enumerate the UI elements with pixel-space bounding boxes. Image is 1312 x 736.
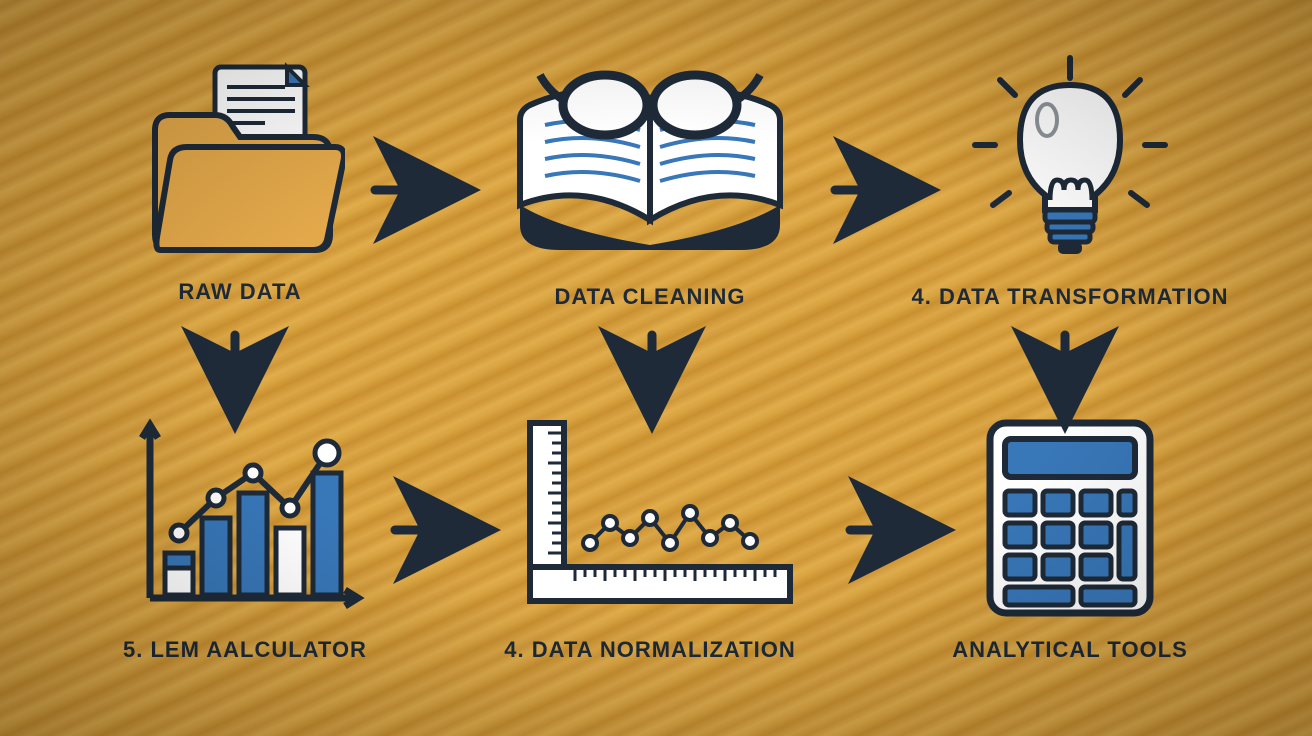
bar-chart-icon	[120, 413, 370, 623]
book-glasses-icon	[490, 50, 810, 270]
node-data-transformation: 4. DATA TRANSFORMATION	[910, 50, 1230, 310]
label-lem-calculator: 5. LEM AALCULATOR	[95, 637, 395, 663]
label-data-normalization: 4. DATA NORMALIZATION	[470, 637, 830, 663]
ruler-icon	[490, 413, 810, 623]
folder-icon	[135, 55, 345, 265]
infographic-canvas: RAW DATA	[0, 0, 1312, 736]
label-data-transformation: 4. DATA TRANSFORMATION	[910, 284, 1230, 310]
node-raw-data: RAW DATA	[110, 55, 370, 305]
lightbulb-icon	[955, 50, 1185, 270]
node-data-normalization: 4. DATA NORMALIZATION	[470, 410, 830, 663]
label-analytical-tools: ANALYTICAL TOOLS	[940, 637, 1200, 663]
node-data-cleaning: DATA CLEANING	[460, 50, 840, 310]
label-data-cleaning: DATA CLEANING	[460, 284, 840, 310]
node-analytical-tools: ANALYTICAL TOOLS	[940, 410, 1200, 663]
node-lem-calculator: 5. LEM AALCULATOR	[95, 410, 395, 663]
label-raw-data: RAW DATA	[110, 279, 370, 305]
calculator-icon	[975, 413, 1165, 623]
